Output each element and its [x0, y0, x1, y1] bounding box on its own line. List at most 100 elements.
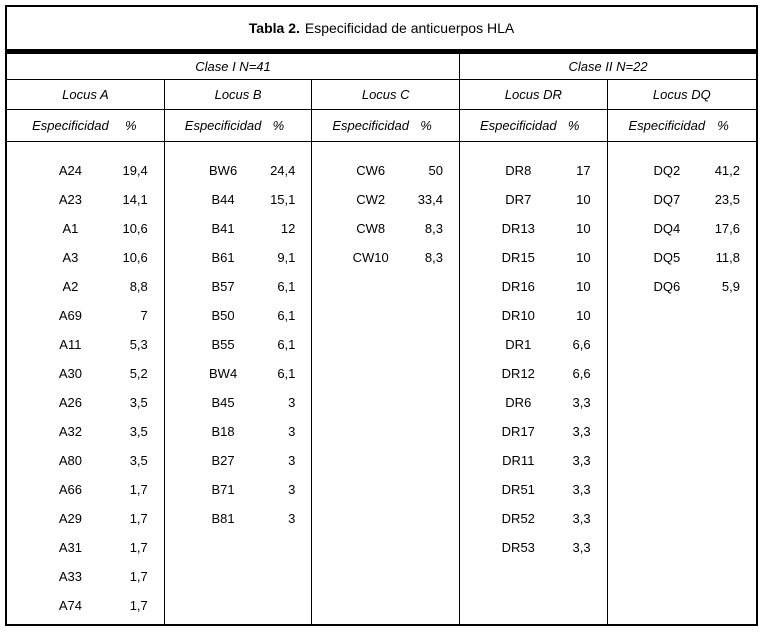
- especificidad-value: DQ6: [653, 279, 681, 294]
- table-row: A1 10,6: [7, 214, 164, 243]
- especificidad-value: DR53: [501, 540, 535, 555]
- table-row: A24 19,4: [7, 156, 164, 185]
- percent-value: 8,3: [424, 221, 443, 236]
- especificidad-value: DR10: [501, 308, 535, 323]
- table-row: CW10 8,3: [312, 243, 459, 272]
- percent-value: 10,6: [122, 250, 148, 265]
- especificidad-value: A24: [58, 163, 82, 178]
- subheader-locus-a: Especificidad %: [7, 110, 165, 142]
- percent-value: 1,7: [129, 598, 148, 613]
- percent-value: 33,4: [417, 192, 443, 207]
- especificidad-value: CW10: [352, 250, 389, 265]
- especificidad-value: DQ2: [653, 163, 681, 178]
- especificidad-value: DR11: [502, 453, 535, 468]
- percent-value: 5,2: [129, 366, 148, 381]
- percent-header: %: [717, 118, 729, 133]
- percent-value: 41,2: [714, 163, 740, 178]
- percent-value: 3: [288, 482, 296, 497]
- especificidad-value: A1: [62, 221, 79, 236]
- percent-value: 7: [140, 308, 148, 323]
- table-row: DR52 3,3: [460, 504, 607, 533]
- percent-value: 14,1: [122, 192, 148, 207]
- data-column-locus-a: A24 19,4 A23 14,1 A1 10,6 A3 10,6: [7, 142, 165, 624]
- percent-value: 6,1: [277, 308, 296, 323]
- percent-value: 3,3: [572, 424, 591, 439]
- especificidad-header: Especificidad: [184, 118, 262, 133]
- especificidad-value: B50: [211, 308, 235, 323]
- data-column-locus-dq: DQ2 41,2 DQ7 23,5 DQ4 17,6 DQ5 11,8: [608, 142, 756, 624]
- table-row: DR7 10: [460, 185, 607, 214]
- percent-value: 6,6: [572, 337, 591, 352]
- table-title: Tabla 2. Especificidad de anticuerpos HL…: [7, 7, 756, 54]
- especificidad-value: B27: [211, 453, 235, 468]
- table-row: DR6 3,3: [460, 388, 607, 417]
- especificidad-value: B44: [211, 192, 235, 207]
- percent-value: 3: [288, 395, 296, 410]
- subheader-locus-c: Especificidad %: [312, 110, 460, 142]
- locus-header-dq: Locus DQ: [607, 80, 756, 110]
- percent-value: 1,7: [129, 482, 148, 497]
- hla-specificity-table: Tabla 2. Especificidad de anticuerpos HL…: [5, 5, 758, 626]
- especificidad-value: DR7: [505, 192, 532, 207]
- table-row: DR11 3,3: [460, 446, 607, 475]
- percent-value: 24,4: [270, 163, 296, 178]
- especificidad-value: DR52: [501, 511, 535, 526]
- table-row: BW4 6,1: [165, 359, 312, 388]
- especificidad-value: B71: [211, 482, 235, 497]
- percent-value: 3,5: [129, 453, 148, 468]
- especificidad-value: A2: [62, 279, 79, 294]
- locus-header-a: Locus A: [7, 80, 165, 110]
- especificidad-value: DR8: [505, 163, 532, 178]
- percent-header: %: [420, 118, 432, 133]
- especificidad-value: A26: [58, 395, 82, 410]
- especificidad-value: A29: [58, 511, 82, 526]
- subheader-locus-b: Especificidad %: [164, 110, 313, 142]
- percent-value: 3: [288, 511, 296, 526]
- data-column-locus-b: BW6 24,4 B44 15,1 B41 12 B61 9,1: [165, 142, 313, 624]
- especificidad-value: CW6: [356, 163, 386, 178]
- table-row: B55 6,1: [165, 330, 312, 359]
- group-header-clase-ii: Clase II N=22: [460, 54, 756, 80]
- table-row: B71 3: [165, 475, 312, 504]
- table-row: DR53 3,3: [460, 533, 607, 562]
- table-row: CW8 8,3: [312, 214, 459, 243]
- table-row: B18 3: [165, 417, 312, 446]
- especificidad-value: DR12: [501, 366, 535, 381]
- especificidad-value: DR1: [505, 337, 532, 352]
- percent-value: 10,6: [122, 221, 148, 236]
- table-row: DQ7 23,5: [608, 185, 756, 214]
- group-header-clase-i: Clase I N=41: [7, 54, 460, 80]
- especificidad-value: DR51: [501, 482, 535, 497]
- percent-value: 6,1: [277, 366, 296, 381]
- especificidad-value: A74: [58, 598, 82, 613]
- table-row: A11 5,3: [7, 330, 164, 359]
- especificidad-value: B57: [211, 279, 235, 294]
- table-row: DQ6 5,9: [608, 272, 756, 301]
- percent-value: 1,7: [129, 569, 148, 584]
- percent-value: 1,7: [129, 511, 148, 526]
- locus-header-c: Locus C: [312, 80, 460, 110]
- percent-value: 5,3: [129, 337, 148, 352]
- percent-value: 3,5: [129, 424, 148, 439]
- table-title-prefix: Tabla 2.: [248, 20, 300, 36]
- percent-value: 3,3: [572, 395, 591, 410]
- table-title-text: Especificidad de anticuerpos HLA: [304, 20, 515, 36]
- percent-value: 3,3: [572, 511, 591, 526]
- percent-value: 17,6: [714, 221, 740, 236]
- table-row: B44 15,1: [165, 185, 312, 214]
- table-row: CW2 33,4: [312, 185, 459, 214]
- percent-value: 15,1: [270, 192, 296, 207]
- especificidad-value: A69: [58, 308, 82, 323]
- especificidad-value: CW8: [356, 221, 386, 236]
- table-row: B50 6,1: [165, 301, 312, 330]
- table-row: A2 8,8: [7, 272, 164, 301]
- especificidad-value: CW2: [356, 192, 386, 207]
- especificidad-value: DR6: [505, 395, 532, 410]
- especificidad-value: A31: [58, 540, 82, 555]
- especificidad-value: A23: [58, 192, 82, 207]
- table-row: DQ4 17,6: [608, 214, 756, 243]
- table-row: A33 1,7: [7, 562, 164, 591]
- percent-value: 1,7: [129, 540, 148, 555]
- especificidad-value: B81: [211, 511, 235, 526]
- table-row: CW6 50: [312, 156, 459, 185]
